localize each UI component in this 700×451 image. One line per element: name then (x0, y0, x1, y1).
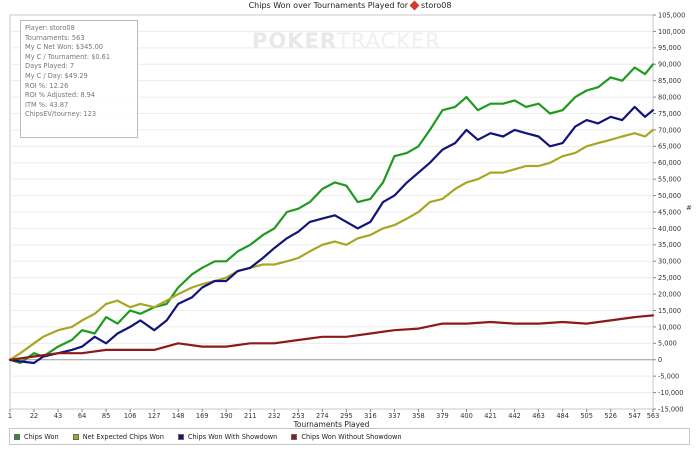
legend-label: Net Expected Chips Won (82, 432, 164, 441)
player-name: storo08 (421, 1, 452, 10)
stat-net-won: My C Net Won: $345.00 (25, 43, 103, 52)
series-line-1 (8, 63, 655, 365)
y-tick-label: 30,000 (658, 258, 681, 266)
x-tick-label: 316 (364, 412, 377, 420)
chart-title: Chips Won over Tournaments Played for sto… (0, 0, 700, 12)
y-tick-label: 65,000 (658, 143, 681, 151)
x-tick-label: 379 (436, 412, 449, 420)
y-tick-label: 95,000 (658, 44, 681, 52)
stat-per-day: My C / Day: $49.29 (25, 71, 88, 80)
x-tick-label: 400 (460, 412, 473, 420)
x-tick-label: 106 (124, 412, 137, 420)
stat-chipsev: ChipsEV/tourney: 123 (25, 110, 97, 119)
legend-item-with-showdown[interactable]: Chips Won With Showdown (177, 432, 278, 441)
x-tick-label: 421 (484, 412, 497, 420)
y-tick-label: 100,000 (658, 28, 685, 36)
y-tick-label: 40,000 (658, 225, 681, 233)
y-tick-label: 80,000 (658, 93, 681, 101)
y-tick-label: 5,000 (658, 340, 677, 348)
y-tick-label: 25,000 (658, 274, 681, 282)
legend-label: Chips Won Without Showdown (301, 432, 402, 441)
stat-player: Player: storo08 (25, 24, 75, 32)
legend-swatch (72, 433, 79, 440)
x-tick-label: 547 (628, 412, 641, 420)
stat-per-tournament: My C / Tournament: $0.61 (25, 52, 111, 61)
y-tick-label: 60,000 (658, 159, 681, 167)
x-tick-label: 232 (268, 412, 281, 420)
y-tick-label: 50,000 (658, 192, 681, 200)
legend-item-without-showdown[interactable]: Chips Won Without Showdown (291, 432, 402, 441)
y-tick-label: -15,000 (658, 405, 683, 413)
y-tick-label: 0 (658, 356, 662, 364)
right-axis-symbol: # (686, 204, 692, 212)
legend-label: Chips Won (24, 432, 59, 441)
y-tick-label: -10,000 (658, 389, 683, 397)
legend-swatch (177, 433, 184, 440)
series-line-3 (8, 105, 655, 365)
x-tick-label: 463 (532, 412, 545, 420)
y-tick-label: 55,000 (658, 176, 681, 184)
watermark-brand: POKER (252, 29, 338, 53)
legend-item-net-expected[interactable]: Net Expected Chips Won (72, 432, 164, 441)
stat-days-played: Days Played: 7 (25, 62, 75, 71)
y-tick-label: 85,000 (658, 77, 681, 85)
stats-panel: Player: storo08 Tournaments: 563 My C Ne… (20, 20, 138, 138)
y-tick-label: -5,000 (658, 373, 679, 381)
stat-tournaments: Tournaments: 563 (25, 33, 85, 42)
chart-legend: Chips Won Net Expected Chips Won Chips W… (9, 428, 690, 445)
y-tick-label: 75,000 (658, 110, 681, 118)
legend-swatch (291, 433, 298, 440)
x-tick-label: 1 (8, 412, 12, 420)
x-tick-label: 526 (604, 412, 617, 420)
y-tick-label: 20,000 (658, 290, 681, 298)
x-tick-label: 169 (196, 412, 209, 420)
series-line-4 (8, 314, 655, 361)
x-tick-label: 337 (388, 412, 401, 420)
x-tick-label: 442 (508, 412, 521, 420)
x-axis-label: Tournaments Played (293, 420, 370, 429)
x-tick-label: 563 (647, 412, 660, 420)
stat-itm: ITM %: 43.87 (25, 100, 69, 109)
x-tick-label: 190 (220, 412, 233, 420)
y-tick-label: 105,000 (658, 11, 685, 19)
x-tick-label: 484 (556, 412, 569, 420)
y-tick-label: 35,000 (658, 241, 681, 249)
x-tick-label: 253 (292, 412, 305, 420)
x-tick-label: 274 (316, 412, 329, 420)
chart-title-text: Chips Won over Tournaments Played for (248, 1, 409, 10)
series-lines (8, 63, 655, 365)
x-tick-label: 22 (30, 412, 38, 420)
y-tick-label: 70,000 (658, 126, 681, 134)
legend-label: Chips Won With Showdown (187, 432, 278, 441)
x-tick-label: 64 (78, 412, 86, 420)
watermark-product: TRACKER (337, 29, 441, 53)
x-tick-label: 505 (580, 412, 593, 420)
x-tick-label: 148 (172, 412, 185, 420)
stat-roi-adjusted: ROI % Adjusted: 8.94 (25, 91, 96, 100)
x-axis-ticks: 1 22 43 64 85 106 127 148 169 190 211 232 253 274 295 3… (8, 409, 659, 420)
y-tick-label: 15,000 (658, 307, 681, 315)
stat-roi: ROI %: 12.26 (25, 81, 69, 90)
y-tick-label: 45,000 (658, 208, 681, 216)
x-tick-label: 211 (244, 412, 257, 420)
y-tick-label: 10,000 (658, 323, 681, 331)
x-tick-label: 358 (412, 412, 425, 420)
x-tick-label: 43 (54, 412, 62, 420)
x-tick-label: 127 (148, 412, 161, 420)
gridlines (10, 30, 653, 394)
pokertracker-watermark: POKERTRACKER (252, 29, 441, 53)
series-line-2 (8, 128, 655, 361)
x-tick-label: 295 (340, 412, 353, 420)
legend-item-chips-won[interactable]: Chips Won (14, 433, 59, 441)
y-tick-label: 90,000 (658, 61, 681, 69)
y-axis-ticks: -15,000 -10,000 -5,000 0 5,000 10,000 15,000 20… (653, 11, 685, 413)
legend-swatch (14, 433, 20, 440)
x-tick-label: 85 (102, 412, 110, 420)
